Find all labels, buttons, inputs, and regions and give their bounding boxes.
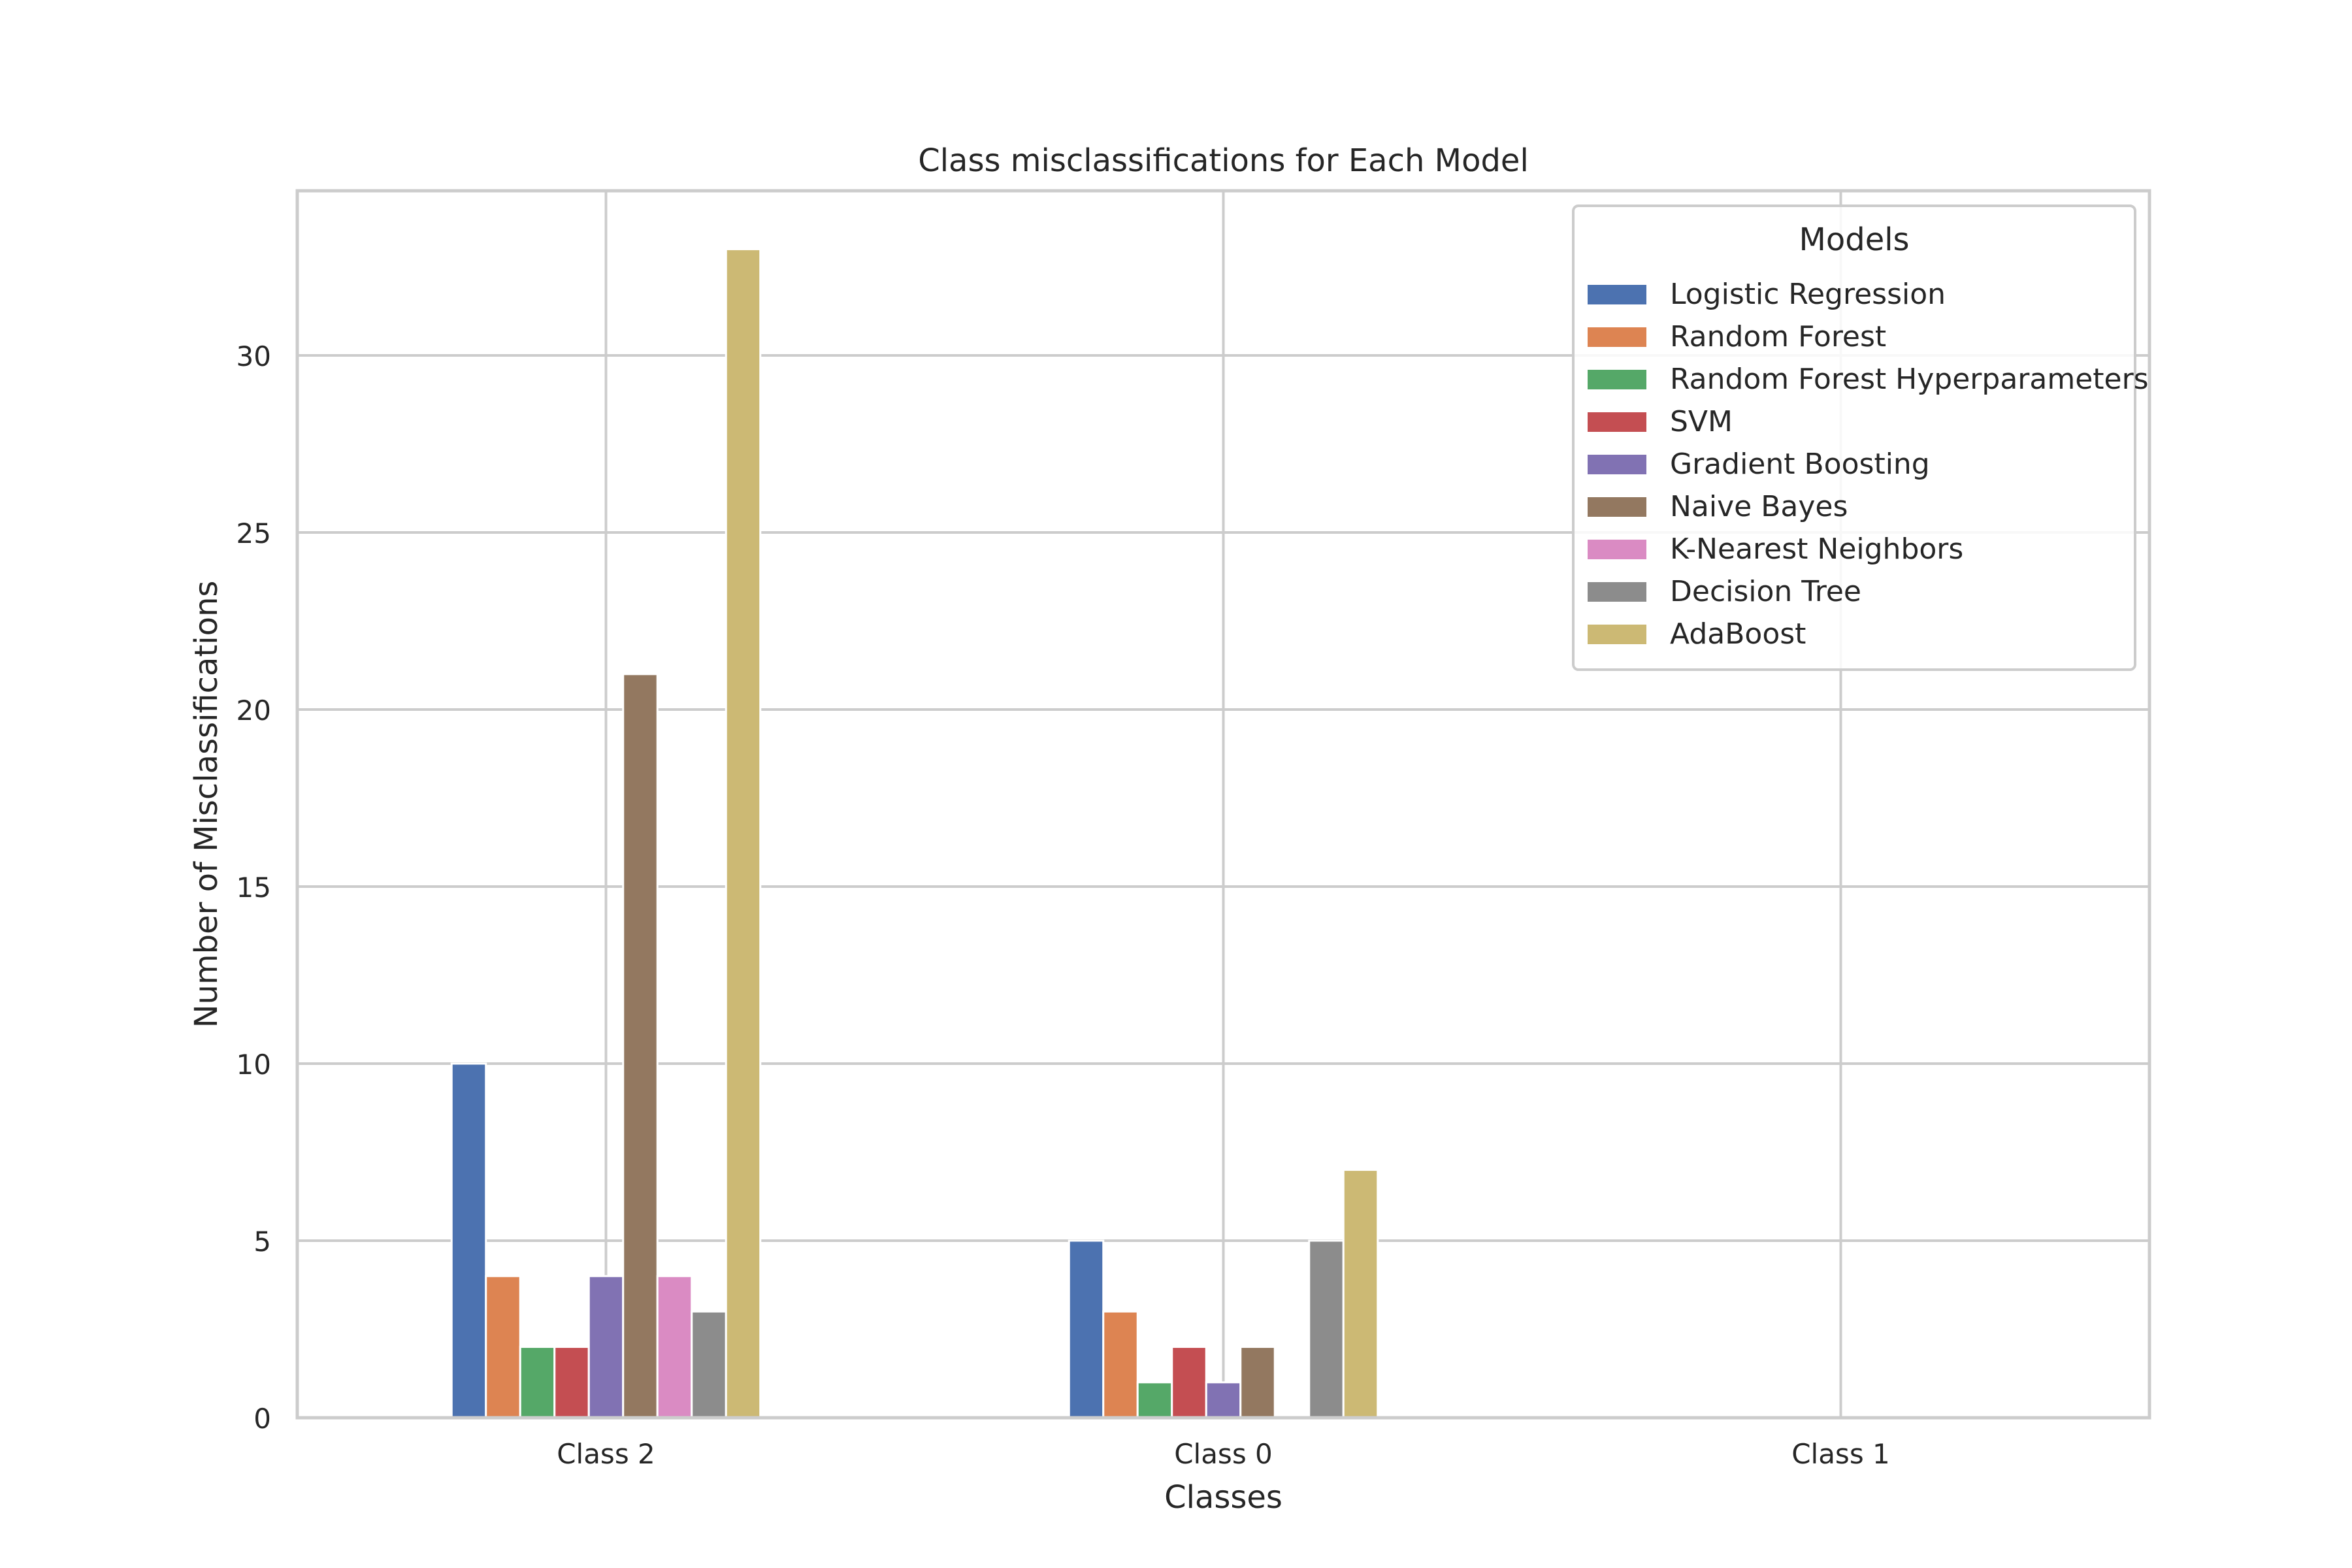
bars	[450, 248, 1379, 1419]
legend-swatch	[1588, 540, 1646, 559]
legend-swatch	[1588, 497, 1646, 517]
y-tick-label: 5	[253, 1226, 271, 1258]
legend-swatch	[1588, 285, 1646, 304]
x-axis-label: Classes	[1164, 1479, 1282, 1516]
y-tick-label: 15	[237, 872, 271, 904]
legend-label: Decision Tree	[1670, 575, 1861, 608]
legend-label: SVM	[1670, 405, 1733, 438]
chart-title: Class misclassifications for Each Model	[918, 142, 1529, 179]
bar	[1239, 1346, 1276, 1419]
legend-label: Naive Bayes	[1670, 490, 1848, 523]
bar	[553, 1346, 590, 1419]
bar	[1342, 1169, 1379, 1419]
legend-label: AdaBoost	[1670, 617, 1806, 651]
legend-label: Logistic Regression	[1670, 278, 1946, 311]
bar	[587, 1275, 625, 1419]
bar	[1308, 1239, 1345, 1419]
legend-items: Logistic Regression Random Forest Random F…	[1588, 278, 2149, 651]
y-tick-label: 0	[253, 1403, 271, 1435]
legend-swatch	[1588, 582, 1646, 602]
legend-swatch	[1588, 370, 1646, 389]
legend-label: Random Forest	[1670, 320, 1886, 353]
legend-swatch	[1588, 455, 1646, 474]
legend-title: Models	[1799, 221, 1909, 258]
bar	[450, 1062, 487, 1419]
bar	[1171, 1346, 1207, 1419]
bar	[622, 673, 659, 1419]
legend: Models Logistic Regression Random Forest R…	[1572, 204, 2149, 671]
tick-labels: 0 5 10 15 20 25 30 Class 2 Class 0 Class 1	[237, 340, 1890, 1470]
y-tick-label: 25	[237, 517, 271, 549]
x-tick-label: Class 2	[557, 1438, 655, 1470]
grid-lines	[297, 191, 2149, 1419]
y-tick-label: 20	[237, 694, 271, 727]
legend-label: Gradient Boosting	[1670, 448, 1930, 481]
bar	[656, 1275, 693, 1419]
bar	[1136, 1381, 1173, 1419]
legend-box	[1572, 204, 2136, 671]
legend-label: Random Forest Hyperparameters	[1670, 363, 2149, 396]
y-axis-label: Number of Misclassifications	[188, 581, 225, 1028]
bar	[725, 248, 762, 1419]
bar	[1205, 1381, 1242, 1419]
bar	[519, 1346, 556, 1419]
bar	[1102, 1310, 1139, 1419]
x-tick-label: Class 0	[1174, 1438, 1273, 1470]
bar	[691, 1310, 727, 1419]
legend-swatch	[1588, 412, 1646, 432]
legend-label: K-Nearest Neighbors	[1670, 532, 1963, 566]
y-tick-label: 30	[237, 340, 271, 372]
legend-swatch	[1588, 327, 1646, 347]
plot-area-frame	[295, 189, 2151, 1420]
bar	[485, 1275, 521, 1419]
x-tick-label: Class 1	[1791, 1438, 1890, 1470]
legend-swatch	[1588, 625, 1646, 644]
bar	[1068, 1239, 1105, 1419]
y-tick-label: 10	[237, 1049, 271, 1081]
